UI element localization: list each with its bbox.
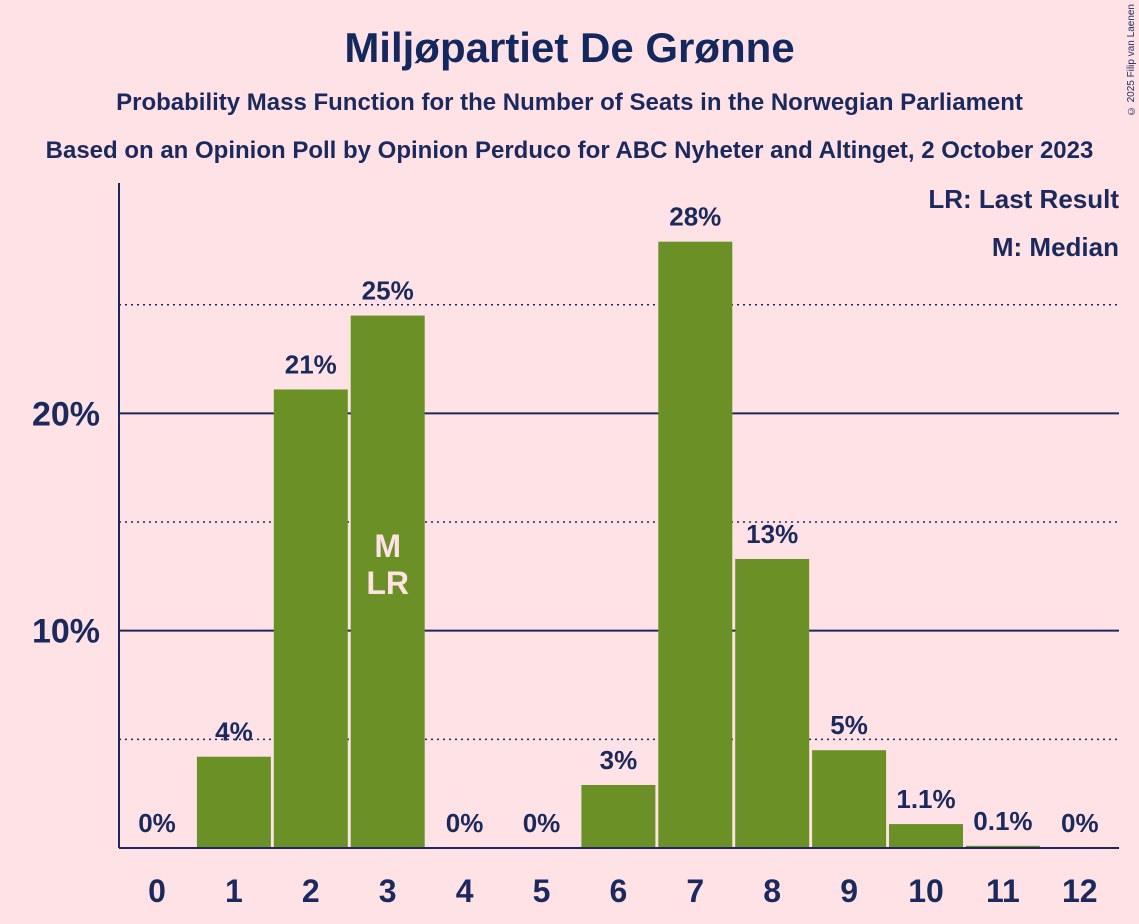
x-tick-label: 8	[763, 873, 781, 909]
data-label: 4%	[215, 717, 253, 747]
data-label: 5%	[830, 710, 868, 740]
bar-11	[965, 845, 1040, 848]
chart-source: Based on an Opinion Poll by Opinion Perd…	[45, 137, 1094, 164]
data-label: 1.1%	[896, 784, 955, 814]
x-tick-label: 2	[302, 873, 320, 909]
y-tick-label: 10%	[32, 613, 100, 651]
x-tick-label: 0	[148, 873, 166, 909]
marker-label: M	[374, 528, 401, 564]
data-label: 21%	[285, 349, 337, 379]
data-label: 0%	[523, 808, 561, 838]
x-tick-label: 4	[456, 873, 474, 909]
chart-subtitle: Probability Mass Function for the Number…	[116, 89, 1023, 116]
chart-title: Miljøpartiet De Grønne	[344, 24, 795, 71]
legend-median: M: Median	[991, 232, 1119, 262]
data-label: 0%	[138, 808, 176, 838]
bar-1	[196, 756, 271, 848]
data-label: 3%	[600, 745, 638, 775]
bar-9	[812, 750, 887, 848]
bar-2	[273, 389, 348, 848]
data-label: 0.1%	[973, 806, 1032, 836]
x-tick-label: 10	[908, 873, 944, 909]
bar-10	[889, 824, 963, 848]
data-label: 28%	[669, 202, 721, 232]
data-label: 25%	[362, 276, 414, 306]
data-label: 0%	[446, 808, 484, 838]
bar-6	[581, 784, 656, 848]
y-tick-label: 20%	[32, 395, 100, 433]
legend-last-result: LR: Last Result	[928, 184, 1119, 214]
x-tick-label: 7	[686, 873, 704, 909]
marker-label: LR	[366, 565, 409, 601]
x-tick-label: 11	[986, 873, 1020, 909]
x-tick-label: 5	[533, 873, 551, 909]
data-label: 13%	[746, 519, 798, 549]
bar-7	[658, 241, 733, 849]
bar-3	[350, 315, 425, 848]
bar-8	[735, 558, 810, 848]
x-tick-label: 1	[225, 873, 243, 909]
x-tick-label: 3	[379, 873, 397, 909]
x-tick-label: 9	[840, 873, 858, 909]
x-tick-label: 6	[610, 873, 628, 909]
data-label: 0%	[1061, 808, 1099, 838]
x-tick-label: 12	[1062, 873, 1098, 909]
